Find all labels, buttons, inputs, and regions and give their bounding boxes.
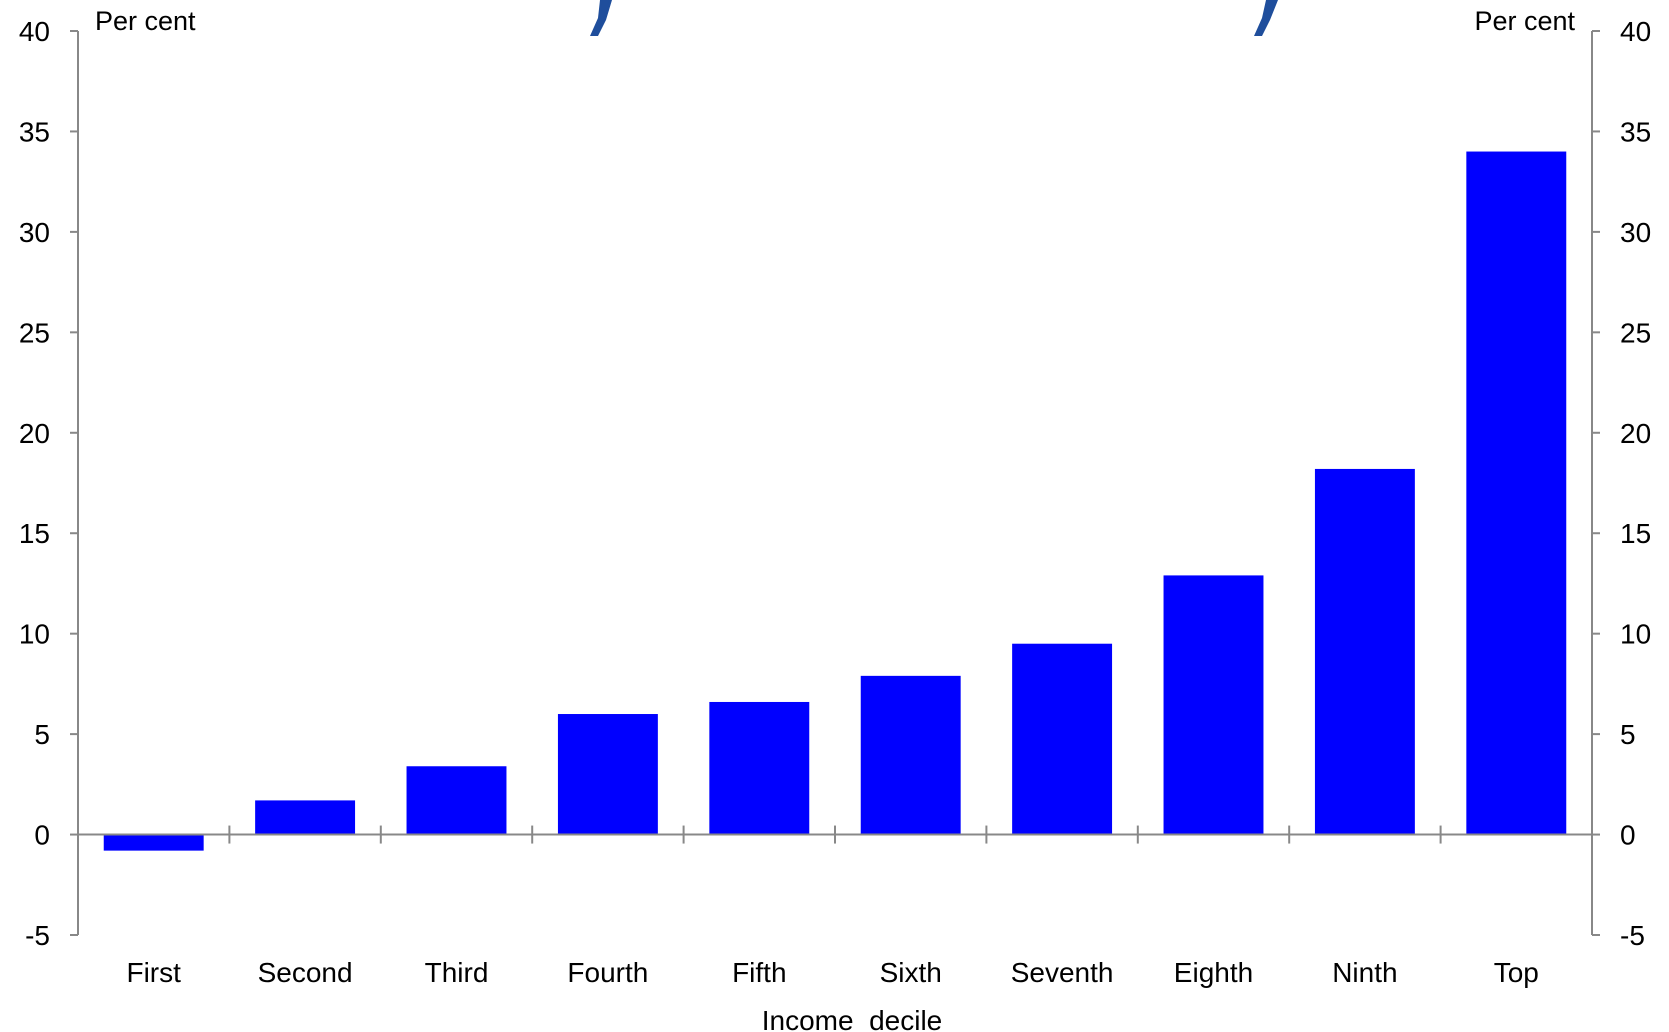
bar [103,834,204,851]
bar [709,701,810,835]
bar [406,766,507,835]
left-tick-label: 5 [34,719,50,750]
left-tick-label: 20 [19,418,50,449]
bar [255,800,356,835]
right-tick-label: 40 [1620,16,1651,47]
category-label: Third [425,957,489,988]
bars-group [103,151,1567,851]
category-label: Top [1494,957,1539,988]
right-tick-label: 30 [1620,217,1651,248]
x-axis-labels: First Second Third Fourth Fifth Sixth Seventh E… [126,957,1538,988]
right-tick-label: 35 [1620,116,1651,147]
bar [1012,643,1113,835]
bar [1163,575,1264,835]
left-tick-label: 25 [19,317,50,348]
category-label: First [126,957,181,988]
left-tick-label: 10 [19,619,50,650]
left-axis-ticks: 40 35 30 25 20 15 10 5 0 -5 [19,16,78,951]
category-label: Ninth [1332,957,1397,988]
right-tick-label: 15 [1620,518,1651,549]
category-label: Eighth [1174,957,1253,988]
bar [1466,151,1567,835]
right-tick-label: 25 [1620,317,1651,348]
right-axis-ticks: 40 35 30 25 20 15 10 5 0 -5 [1592,16,1651,951]
right-unit-label: Per cent [1474,6,1575,36]
bar [1314,468,1415,835]
left-tick-label: 30 [19,217,50,248]
cropped-title-fragment [590,0,1278,36]
left-unit-label: Per cent [95,6,196,36]
left-tick-label: 0 [34,820,50,851]
right-tick-label: 5 [1620,719,1636,750]
left-tick-label: 35 [19,116,50,147]
category-label: Seventh [1011,957,1114,988]
x-axis-ticks [228,825,1442,844]
right-tick-label: 20 [1620,418,1651,449]
category-label: Sixth [880,957,942,988]
bar [557,714,658,835]
category-label: Second [258,957,353,988]
left-tick-label: 15 [19,518,50,549]
left-tick-label: 40 [19,16,50,47]
right-tick-label: 10 [1620,619,1651,650]
x-axis-title: Income decile [762,1005,943,1032]
bar [860,675,961,835]
right-tick-label: 0 [1620,820,1636,851]
category-label: Fourth [567,957,648,988]
right-tick-label: -5 [1620,920,1645,951]
category-label: Fifth [732,957,786,988]
left-tick-label: -5 [25,920,50,951]
